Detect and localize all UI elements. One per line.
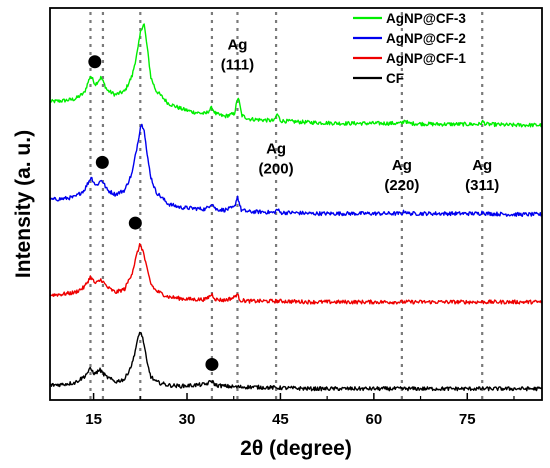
legend-label: AgNP@CF-3 bbox=[386, 11, 466, 26]
peak-annotation-line: Ag bbox=[392, 157, 412, 174]
phase-marker bbox=[95, 155, 109, 169]
plot-frame bbox=[49, 7, 543, 401]
phase-markers bbox=[88, 55, 219, 371]
x-tick-label: 30 bbox=[179, 411, 196, 428]
peak-annotation: Ag (200) bbox=[259, 141, 294, 178]
series-line bbox=[49, 123, 543, 217]
legend-label: AgNP@CF-1 bbox=[386, 51, 466, 66]
series-line bbox=[49, 23, 543, 128]
peak-annotation-line: (200) bbox=[259, 161, 294, 178]
peak-annotation-line: Ag bbox=[472, 157, 492, 174]
peak-annotations: Ag (111) Ag (200) Ag (220) Ag (311) bbox=[221, 37, 500, 195]
peak-annotation-line: (220) bbox=[384, 177, 419, 194]
peak-annotation-line: (111) bbox=[221, 57, 254, 74]
peak-annotation: Ag (311) bbox=[465, 157, 499, 194]
x-tick-label: 45 bbox=[272, 411, 289, 428]
phase-marker bbox=[88, 55, 102, 69]
peak-annotation: Ag (220) bbox=[384, 157, 419, 194]
legend-label: AgNP@CF-2 bbox=[386, 31, 466, 46]
x-tick-label: 15 bbox=[85, 411, 102, 428]
peak-annotation-line: Ag bbox=[266, 141, 286, 158]
series-line bbox=[49, 243, 543, 305]
peak-annotation-line: (311) bbox=[465, 177, 499, 194]
x-axis-label: 2θ (degree) bbox=[240, 437, 352, 460]
peak-annotation-line: Ag bbox=[227, 37, 247, 54]
phase-marker bbox=[205, 357, 219, 371]
legend: AgNP@CF-3 AgNP@CF-2 AgNP@CF-1 CF bbox=[353, 11, 466, 86]
peak-annotation: Ag (111) bbox=[221, 37, 254, 74]
y-axis-label: Intensity (a. u.) bbox=[12, 130, 35, 278]
x-axis-ticks: 15 30 45 60 75 bbox=[85, 393, 515, 428]
series-line bbox=[49, 331, 543, 392]
legend-label: CF bbox=[386, 71, 404, 86]
series-group bbox=[49, 23, 543, 392]
x-tick-label: 75 bbox=[459, 411, 476, 428]
phase-marker bbox=[128, 216, 142, 230]
reference-lines bbox=[89, 12, 484, 400]
x-tick-label: 60 bbox=[366, 411, 383, 428]
